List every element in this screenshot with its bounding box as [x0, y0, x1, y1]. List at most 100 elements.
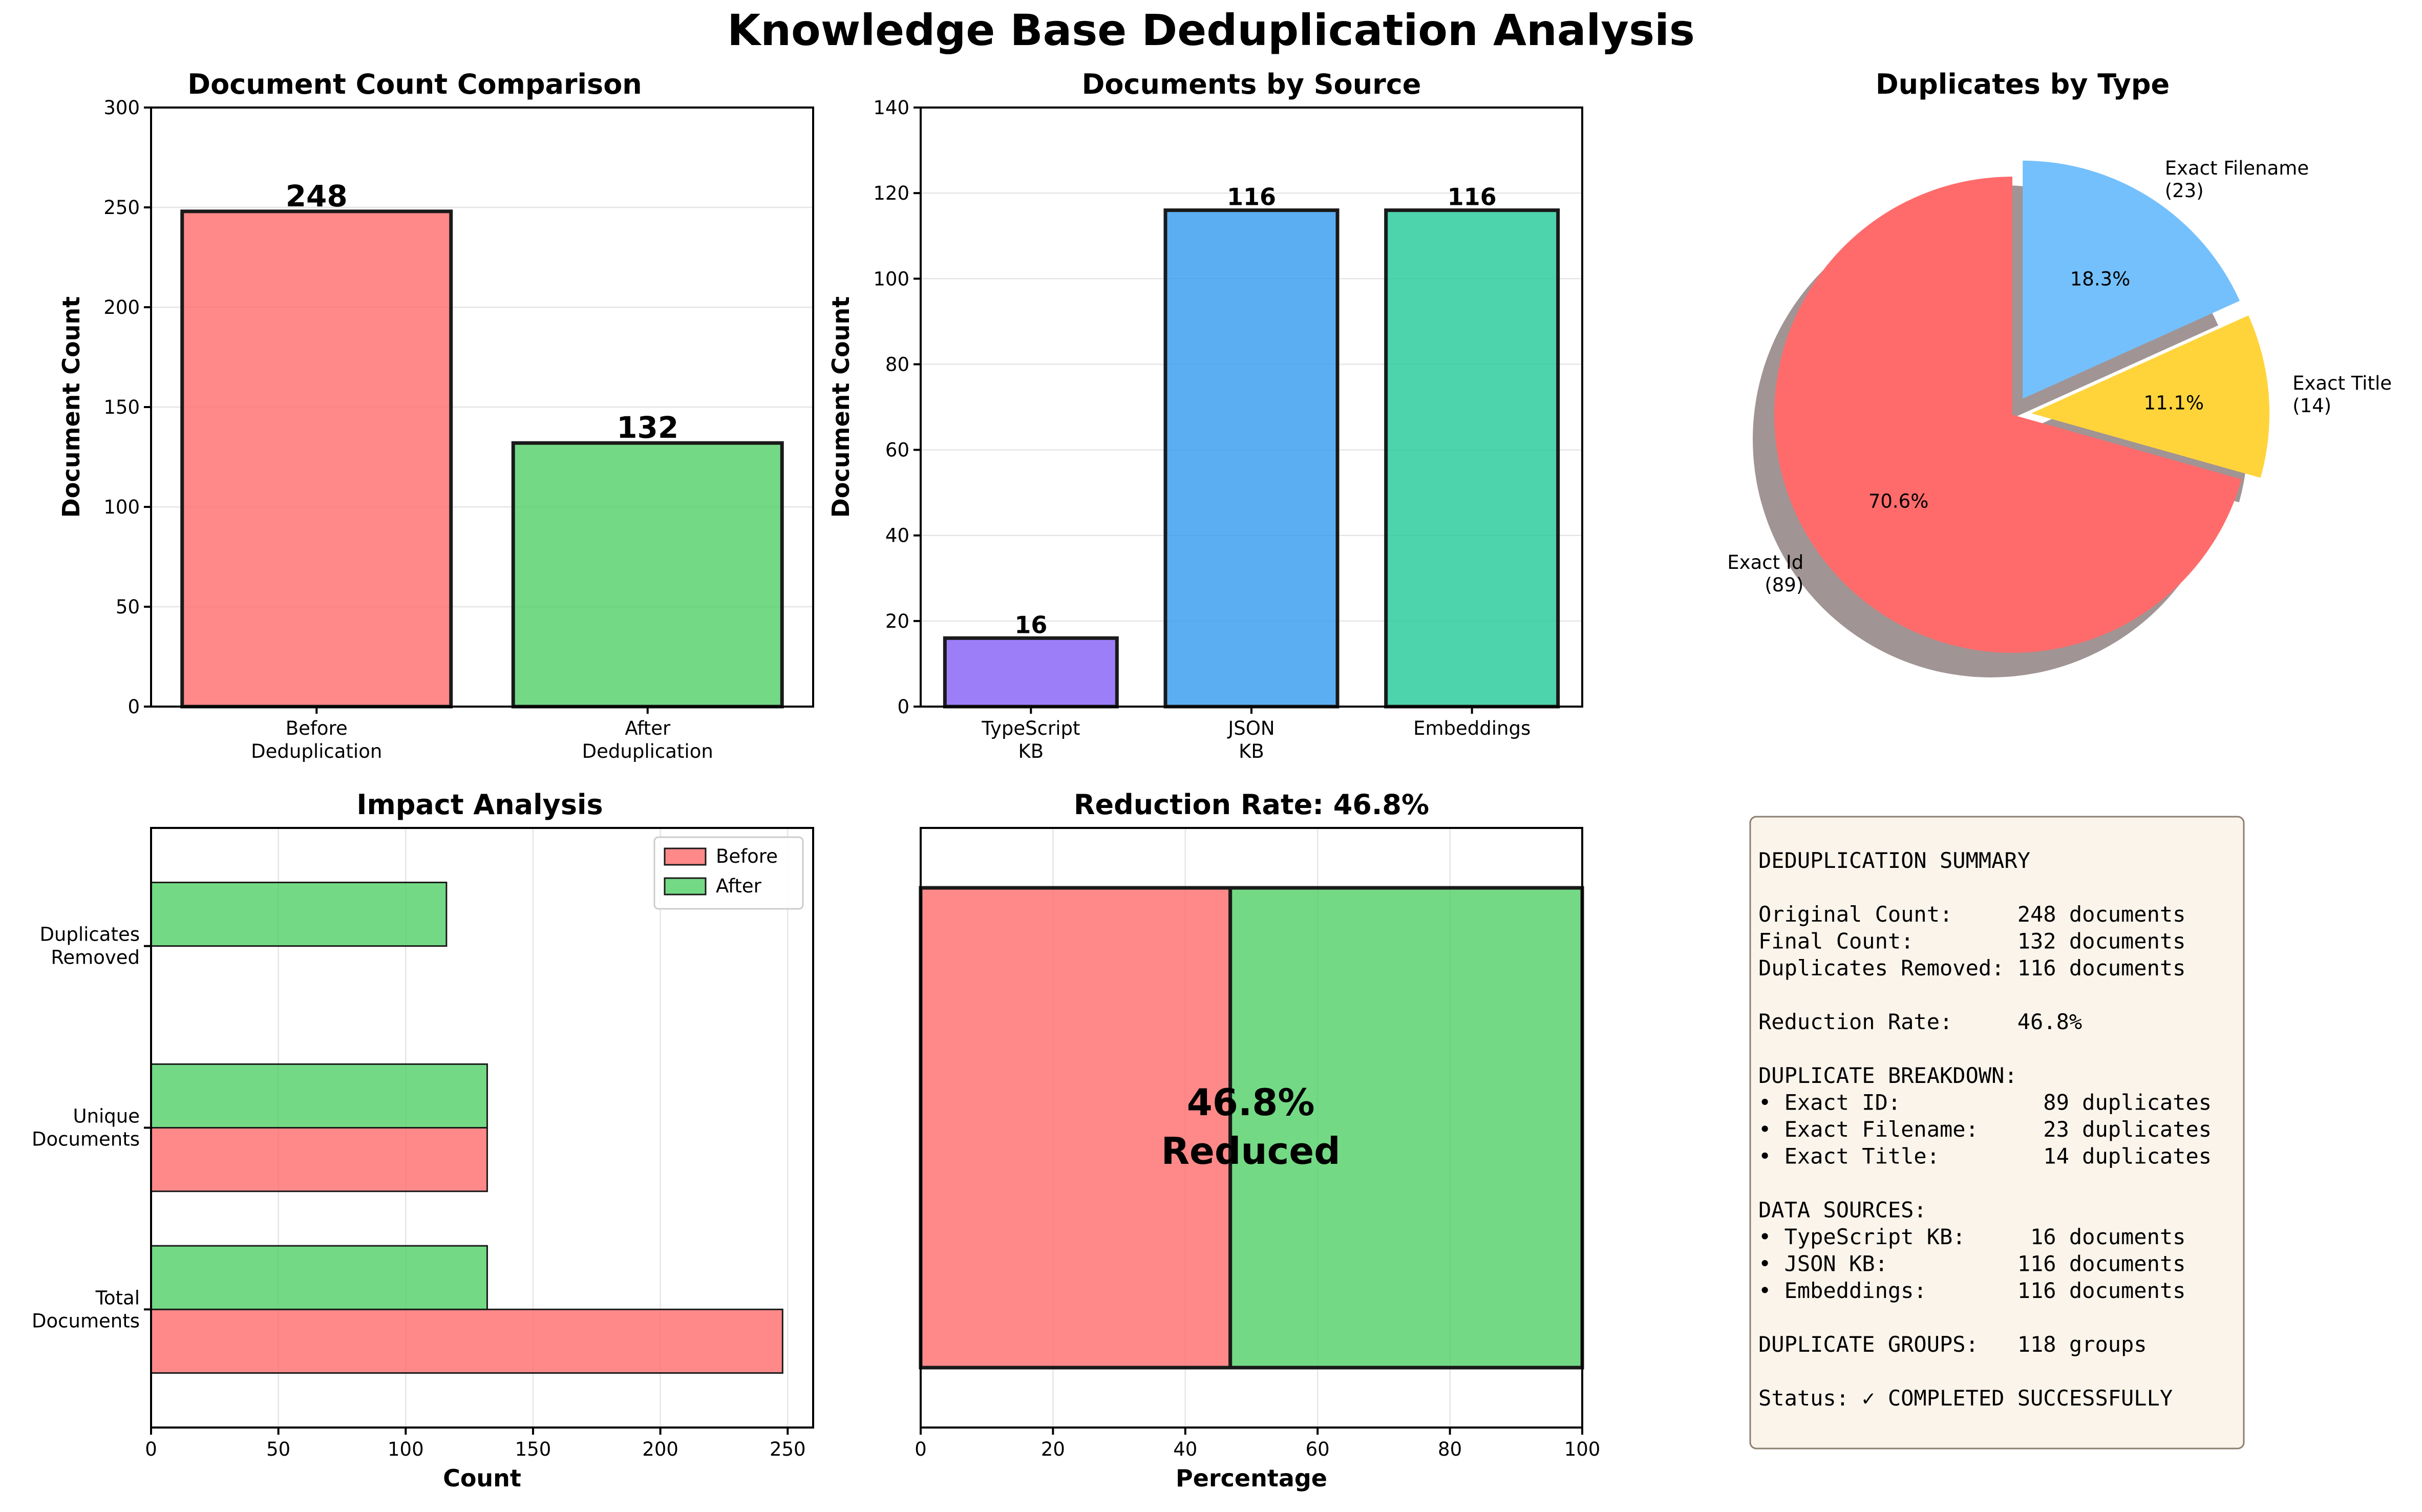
x-tick-label: Embeddings — [1413, 717, 1531, 739]
x-tick-label: 60 — [1306, 1438, 1330, 1460]
pie-slice — [2023, 160, 2240, 399]
y-axis-label: Document Count — [57, 296, 85, 518]
y-tick-label: 140 — [873, 97, 909, 119]
bar — [1384, 208, 1560, 709]
documents-by-source-chart: Documents by Source 0 20 40 60 80 100 120 140 16… — [827, 68, 1583, 762]
x-tick-label: After Deduplication — [582, 717, 713, 762]
x-tick-label: 20 — [1041, 1438, 1065, 1460]
y-tick-label: 150 — [103, 396, 140, 418]
chart-title: Reduction Rate: 46.8% — [1074, 789, 1429, 821]
summary-box — [1749, 816, 2245, 1450]
bar — [150, 881, 448, 947]
figure-title: Knowledge Base Deduplication Analysis — [727, 5, 1695, 55]
x-tick-label: 40 — [1173, 1438, 1197, 1460]
bar-value-label: 248 — [286, 179, 348, 214]
pie-slice — [2031, 315, 2270, 478]
x-tick-label: 250 — [770, 1438, 806, 1460]
summary-line: DEDUPLICATION SUMMARY — [1758, 848, 2030, 873]
duplicates-by-type-pie: Duplicates by Type 70.6% Exact Id (89) 11.1… — [1727, 68, 2392, 677]
chart-title: Impact Analysis — [356, 789, 603, 821]
bar — [511, 441, 784, 709]
summary-line: • Embeddings: 116 documents — [1758, 1278, 2185, 1303]
y-tick-label: 100 — [103, 496, 140, 518]
center-label: 46.8% Reduced — [1161, 1081, 1341, 1173]
chart-title: Document Count Comparison — [187, 68, 642, 100]
y-tick-label: 40 — [885, 525, 909, 547]
pie-slice — [1774, 177, 2242, 653]
legend-swatch — [664, 877, 707, 896]
document-count-chart: Document Count Comparison 0 50 100 150 200 25… — [57, 68, 814, 762]
impact-analysis-chart: Impact Analysis 0 50 100 150 200 250 Total Docu… — [32, 789, 814, 1492]
x-tick-label: JSON KB — [1227, 717, 1274, 762]
axes-frame — [920, 827, 1583, 1429]
axes-frame — [150, 827, 814, 1429]
x-tick-label: 200 — [642, 1438, 678, 1460]
x-tick-label: 100 — [388, 1438, 424, 1460]
x-tick-label: TypeScript KB — [981, 717, 1080, 762]
x-axis-label: Percentage — [1176, 1464, 1327, 1492]
y-tick-label: 80 — [885, 353, 909, 375]
slice-label: Exact Id (89) — [1727, 551, 1803, 596]
axes-frame — [920, 107, 1583, 708]
summary-line: DUPLICATE BREAKDOWN: — [1758, 1063, 2017, 1088]
chart-title: Documents by Source — [1082, 68, 1421, 100]
slice-percent-label: 11.1% — [2144, 392, 2204, 414]
y-tick-label: 20 — [885, 610, 909, 632]
legend-label: Before — [716, 845, 778, 867]
summary-line: • JSON KB: 116 documents — [1758, 1251, 2185, 1276]
x-tick-label: Before Deduplication — [251, 717, 382, 762]
x-tick-label: 100 — [1564, 1438, 1601, 1460]
bar-segment — [1228, 886, 1584, 1370]
bar — [150, 1308, 783, 1374]
summary-line: Duplicates Removed: 116 documents — [1758, 955, 2185, 981]
bar-value-label: 16 — [1014, 611, 1047, 638]
chart-title: Duplicates by Type — [1876, 68, 2170, 100]
y-tick-label: 250 — [103, 197, 140, 219]
summary-line: • TypeScript KB: 16 documents — [1758, 1224, 2185, 1249]
summary-line: DUPLICATE GROUPS: 118 groups — [1758, 1332, 2147, 1357]
y-tick-label: Unique Documents — [32, 1105, 140, 1151]
slice-percent-label: 18.3% — [2070, 268, 2131, 290]
summary-panel: DEDUPLICATION SUMMARY Original Count: 248… — [1749, 816, 2245, 1450]
summary-line: • Exact Title: 14 duplicates — [1758, 1144, 2212, 1169]
x-tick-label: 80 — [1438, 1438, 1462, 1460]
bar-value-label: 132 — [617, 410, 678, 445]
x-tick-label: 50 — [266, 1438, 290, 1460]
slice-label: Exact Title (14) — [2292, 372, 2392, 417]
bar-segment — [919, 886, 1233, 1370]
bar — [150, 1063, 488, 1128]
y-tick-label: 0 — [128, 696, 140, 718]
legend-swatch — [664, 847, 707, 866]
x-tick-label: 0 — [915, 1438, 927, 1460]
reduction-rate-chart: Reduction Rate: 46.8% 0 20 40 60 80 100 46.8% R… — [915, 789, 1600, 1492]
bar-value-label: 116 — [1448, 183, 1497, 211]
y-tick-label: 300 — [103, 97, 140, 119]
summary-line: DATA SOURCES: — [1758, 1198, 1927, 1223]
bar — [180, 209, 453, 709]
y-tick-label: Duplicates Removed — [39, 924, 140, 969]
x-tick-label: 150 — [515, 1438, 551, 1460]
slice-label: Exact Filename (23) — [2165, 157, 2309, 202]
x-axis-label: Count — [443, 1464, 521, 1492]
y-tick-label: 120 — [873, 182, 909, 204]
legend-label: After — [716, 875, 762, 897]
bar — [150, 1245, 488, 1310]
bar — [150, 1127, 488, 1192]
bar — [943, 636, 1119, 709]
bar-value-label: 116 — [1227, 183, 1276, 211]
summary-line: Original Count: 248 documents — [1758, 902, 2185, 927]
summary-line: Status: ✓ COMPLETED SUCCESSFULLY — [1758, 1386, 2173, 1411]
x-tick-label: 0 — [145, 1438, 157, 1460]
summary-line: Final Count: 132 documents — [1758, 929, 2185, 954]
axes-frame — [150, 107, 814, 708]
y-tick-label: 0 — [897, 696, 909, 718]
y-axis-label: Document Count — [827, 296, 855, 518]
slice-percent-label: 70.6% — [1868, 490, 1929, 512]
bar — [1163, 208, 1340, 709]
summary-line: • Exact Filename: 23 duplicates — [1758, 1117, 2212, 1142]
y-tick-label: 200 — [103, 296, 140, 318]
y-tick-label: 100 — [873, 268, 909, 290]
y-tick-label: Total Documents — [32, 1287, 140, 1332]
y-tick-label: 50 — [116, 596, 140, 618]
